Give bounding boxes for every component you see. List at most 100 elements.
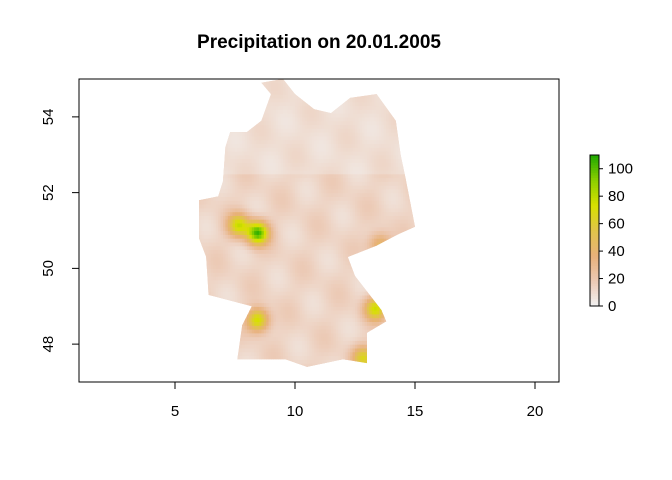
- raster-cell: [263, 169, 267, 175]
- raster-cell: [230, 113, 234, 118]
- raster-cell: [283, 86, 286, 91]
- raster-cell: [297, 188, 301, 194]
- raster-cell: [251, 332, 255, 338]
- raster-cell: [280, 166, 284, 171]
- raster-cell: [254, 291, 258, 296]
- raster-cell: [235, 291, 238, 296]
- raster-cell: [281, 371, 284, 375]
- raster-cell: [326, 128, 330, 133]
- raster-cell: [268, 113, 272, 118]
- raster-cell: [259, 211, 262, 216]
- raster-cell: [227, 238, 231, 243]
- raster-cell: [299, 135, 303, 141]
- raster-cell: [199, 317, 202, 322]
- raster-cell: [232, 302, 236, 307]
- raster-cell: [321, 135, 325, 141]
- raster-cell: [208, 90, 212, 95]
- raster-cell: [263, 124, 267, 129]
- raster-cell: [201, 105, 205, 110]
- raster-cell: [297, 317, 301, 322]
- raster-cell: [199, 283, 200, 288]
- raster-cell: [254, 344, 258, 349]
- raster-cell: [292, 351, 296, 357]
- raster-cell: [235, 294, 238, 300]
- raster-cell: [323, 257, 327, 262]
- raster-cell: [328, 139, 332, 144]
- raster-cell: [307, 257, 310, 262]
- raster-cell: [319, 116, 322, 122]
- raster-cell: [285, 325, 289, 330]
- raster-cell: [304, 135, 308, 141]
- raster-cell: [213, 185, 217, 190]
- raster-cell: [215, 132, 219, 137]
- raster-cell: [321, 336, 325, 341]
- raster-cell: [201, 363, 205, 367]
- raster-cell: [343, 169, 346, 175]
- raster-cell: [316, 230, 320, 235]
- raster-cell: [220, 132, 224, 137]
- raster-cell: [283, 147, 286, 152]
- raster-cell: [292, 306, 296, 311]
- raster-cell: [316, 279, 320, 285]
- raster-cell: [218, 302, 222, 307]
- raster-cell: [273, 79, 277, 84]
- raster-cell: [230, 120, 234, 126]
- raster-cell: [225, 211, 229, 216]
- raster-cell: [256, 211, 260, 216]
- raster-cell: [297, 177, 301, 182]
- raster-cell: [283, 192, 286, 197]
- raster-cell: [295, 169, 298, 175]
- raster-cell: [206, 200, 210, 205]
- raster-cell: [340, 317, 344, 322]
- raster-cell: [239, 169, 243, 175]
- raster-cell: [208, 105, 212, 110]
- raster-cell: [307, 347, 310, 353]
- raster-cell: [239, 253, 243, 258]
- raster-cell: [235, 143, 238, 148]
- raster-cell: [232, 143, 236, 148]
- raster-cell: [249, 97, 253, 103]
- raster-cell: [244, 325, 248, 330]
- raster-cell: [326, 340, 330, 345]
- raster-cell: [201, 158, 205, 163]
- raster-cell: [194, 280, 197, 284]
- raster-cell: [251, 310, 255, 315]
- raster-cell: [323, 306, 327, 311]
- raster-cell: [199, 109, 202, 114]
- raster-cell: [247, 177, 250, 182]
- raster-cell: [230, 222, 234, 228]
- raster-cell: [331, 332, 334, 338]
- raster-cell: [343, 230, 346, 235]
- raster-cell: [263, 363, 267, 367]
- raster-cell: [340, 169, 344, 175]
- raster-cell: [295, 86, 298, 91]
- raster-cell: [251, 264, 255, 269]
- raster-cell: [321, 329, 325, 334]
- raster-cell: [201, 264, 205, 269]
- raster-cell: [220, 241, 224, 247]
- raster-cell: [249, 226, 253, 232]
- raster-cell: [335, 166, 339, 171]
- raster-cell: [227, 272, 231, 277]
- raster-cell: [338, 139, 342, 144]
- raster-cell: [273, 222, 277, 228]
- raster-cell: [314, 234, 318, 239]
- raster-cell: [251, 173, 255, 179]
- raster-cell: [239, 128, 243, 133]
- raster-cell: [309, 268, 313, 273]
- raster-cell: [247, 207, 250, 213]
- raster-cell: [261, 215, 265, 220]
- raster-cell: [223, 287, 226, 292]
- raster-cell: [275, 207, 279, 213]
- raster-cell: [247, 109, 250, 114]
- raster-cell: [319, 135, 322, 141]
- raster-cell: [263, 196, 267, 201]
- raster-cell: [283, 298, 286, 304]
- raster-cell: [309, 86, 313, 91]
- raster-cell: [307, 253, 310, 258]
- raster-cell: [340, 294, 344, 300]
- raster-cell: [297, 158, 301, 163]
- raster-cell: [208, 219, 212, 224]
- raster-cell: [295, 128, 298, 133]
- raster-cell: [220, 94, 224, 99]
